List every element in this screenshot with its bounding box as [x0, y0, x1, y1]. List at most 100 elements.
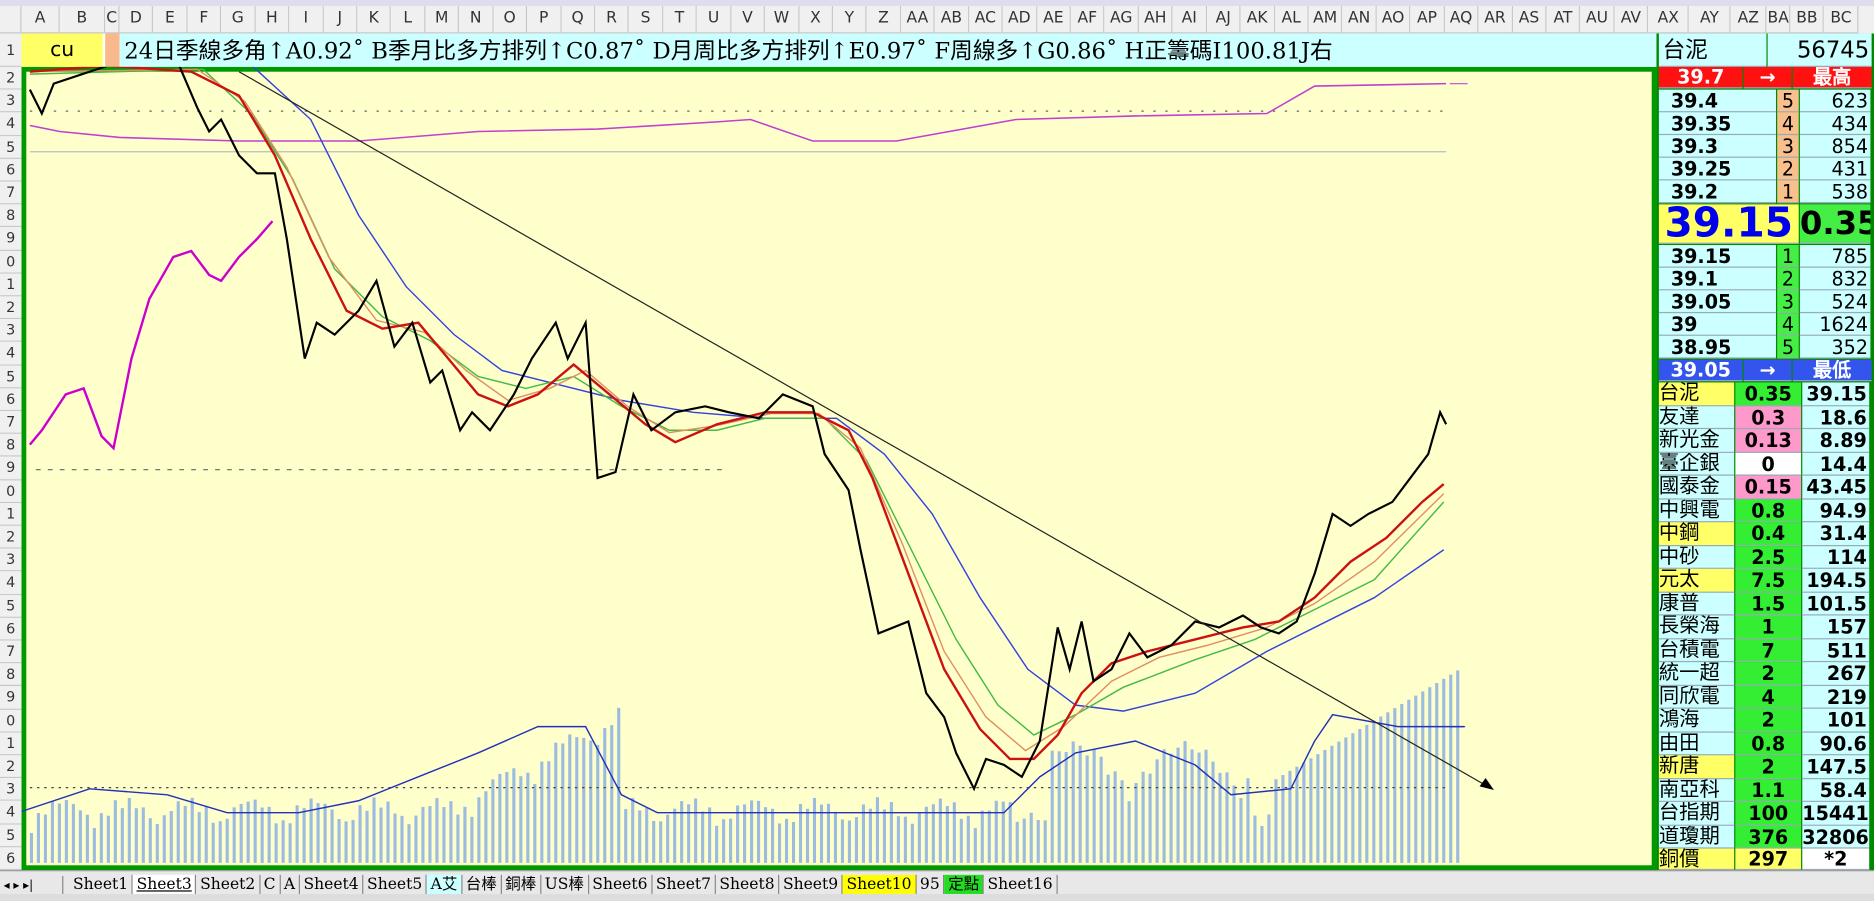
row-header[interactable]: 0 [0, 709, 22, 733]
row-header[interactable]: 3 [0, 548, 22, 572]
row-header[interactable]: 9 [0, 457, 22, 480]
column-header[interactable]: AC [968, 5, 1003, 34]
row-header[interactable]: 1 [0, 732, 22, 756]
column-header[interactable]: J [323, 5, 358, 34]
row-header[interactable]: 3 [0, 319, 22, 343]
column-header[interactable]: U [697, 5, 732, 34]
sheet-tab[interactable]: C [260, 874, 281, 894]
sheet-tab[interactable]: Sheet2 [197, 874, 261, 894]
column-header[interactable]: AZ [1730, 5, 1767, 34]
column-header[interactable]: AJ [1206, 5, 1241, 34]
column-header[interactable]: AA [900, 5, 935, 34]
column-header[interactable]: X [799, 5, 834, 34]
row-header[interactable]: 7 [0, 640, 22, 664]
column-header[interactable]: AK [1240, 5, 1275, 34]
row-header[interactable]: 4 [0, 571, 22, 595]
column-header[interactable]: AP [1410, 5, 1445, 34]
row-header[interactable]: 4 [0, 801, 22, 825]
column-header[interactable]: AX [1648, 5, 1690, 34]
column-header[interactable]: AD [1002, 5, 1037, 34]
column-header[interactable]: L [391, 5, 426, 34]
row-header[interactable]: 6 [0, 617, 22, 641]
column-header[interactable]: AT [1546, 5, 1581, 34]
row-header[interactable]: 2 [0, 296, 22, 320]
sheet-tab[interactable]: Sheet9 [779, 874, 843, 894]
column-header[interactable]: E [153, 5, 188, 34]
column-header[interactable]: AQ [1444, 5, 1479, 34]
cell-a1[interactable]: cu [21, 33, 103, 67]
column-header[interactable]: AH [1138, 5, 1173, 34]
row-header[interactable]: 4 [0, 112, 22, 136]
column-header[interactable]: H [255, 5, 290, 34]
column-header[interactable]: K [357, 5, 392, 34]
row-header[interactable]: 7 [0, 411, 22, 435]
sheet-tab[interactable]: 台棒 [462, 874, 502, 894]
sheet-tab[interactable]: 銅棒 [502, 874, 542, 894]
row-header[interactable]: 1 [0, 273, 22, 297]
row-header[interactable]: 2 [0, 755, 22, 779]
column-header[interactable]: Q [561, 5, 596, 34]
row-header[interactable]: 3 [0, 778, 22, 802]
column-header[interactable]: AI [1172, 5, 1207, 34]
sheet-tab[interactable]: Sheet10 [842, 874, 917, 894]
column-header[interactable]: O [493, 5, 528, 34]
column-header[interactable]: R [595, 5, 630, 34]
column-header[interactable]: AS [1512, 5, 1547, 34]
row-header[interactable]: 6 [0, 158, 22, 182]
row-header[interactable]: 6 [0, 388, 22, 412]
column-header[interactable]: B [59, 5, 106, 34]
column-header[interactable]: BA [1766, 5, 1791, 34]
row-header[interactable]: 7 [0, 181, 22, 205]
row-header[interactable]: 9 [0, 686, 22, 710]
tab-nav[interactable]: ◂ ▸ ▸| [0, 876, 64, 894]
sheet-tab[interactable]: Sheet1 [69, 874, 133, 894]
column-header[interactable]: AU [1580, 5, 1615, 34]
column-header[interactable]: AG [1104, 5, 1139, 34]
column-header[interactable]: I [289, 5, 324, 34]
sheet-tab[interactable]: US棒 [541, 874, 589, 894]
row-header[interactable]: 8 [0, 434, 22, 457]
sheet-tab[interactable]: Sheet3 [132, 874, 197, 894]
column-header[interactable]: AV [1614, 5, 1649, 34]
column-header[interactable]: P [527, 5, 562, 34]
column-header[interactable]: C [105, 5, 120, 34]
sheet-tab[interactable]: 95 [916, 874, 945, 894]
column-header[interactable]: BB [1790, 5, 1825, 34]
column-header[interactable]: BC [1824, 5, 1859, 34]
row-header[interactable]: 5 [0, 824, 22, 848]
column-header[interactable]: A [21, 5, 60, 34]
column-header[interactable]: Y [833, 5, 868, 34]
row-header[interactable]: 4 [0, 342, 22, 366]
row-header[interactable]: 8 [0, 204, 22, 228]
sheet-tab[interactable]: Sheet6 [589, 874, 653, 894]
column-header[interactable]: AN [1342, 5, 1377, 34]
row-header[interactable]: 2 [0, 66, 22, 90]
row-header[interactable]: 2 [0, 525, 22, 549]
sheet-tab[interactable]: A [280, 874, 300, 894]
column-header[interactable]: AY [1689, 5, 1731, 34]
sheet-tab[interactable]: A艾 [427, 874, 463, 894]
column-header[interactable]: G [221, 5, 256, 34]
column-header[interactable]: Z [867, 5, 901, 34]
row-header[interactable]: 5 [0, 135, 22, 159]
column-header[interactable]: N [459, 5, 494, 34]
row-header[interactable]: 1 [0, 502, 22, 526]
row-header[interactable]: 0 [0, 250, 22, 274]
column-header[interactable]: V [731, 5, 766, 34]
sheet-tab[interactable]: 定點 [944, 874, 984, 894]
sheet-tab[interactable]: Sheet8 [716, 874, 780, 894]
row-header[interactable]: 1 [0, 33, 22, 67]
column-header[interactable]: M [425, 5, 460, 34]
sheet-tab[interactable]: Sheet4 [300, 874, 364, 894]
sheet-tab[interactable]: Sheet5 [363, 874, 428, 894]
column-header[interactable]: D [119, 5, 154, 34]
column-header[interactable]: AL [1274, 5, 1309, 34]
column-header[interactable]: AF [1070, 5, 1105, 34]
column-header[interactable]: AO [1376, 5, 1411, 34]
column-header[interactable]: AE [1036, 5, 1071, 34]
row-header[interactable]: 3 [0, 89, 22, 113]
row-header[interactable]: 9 [0, 227, 22, 251]
row-header[interactable]: 6 [0, 847, 22, 871]
row-header[interactable]: 5 [0, 594, 22, 618]
column-header[interactable]: T [663, 5, 698, 34]
